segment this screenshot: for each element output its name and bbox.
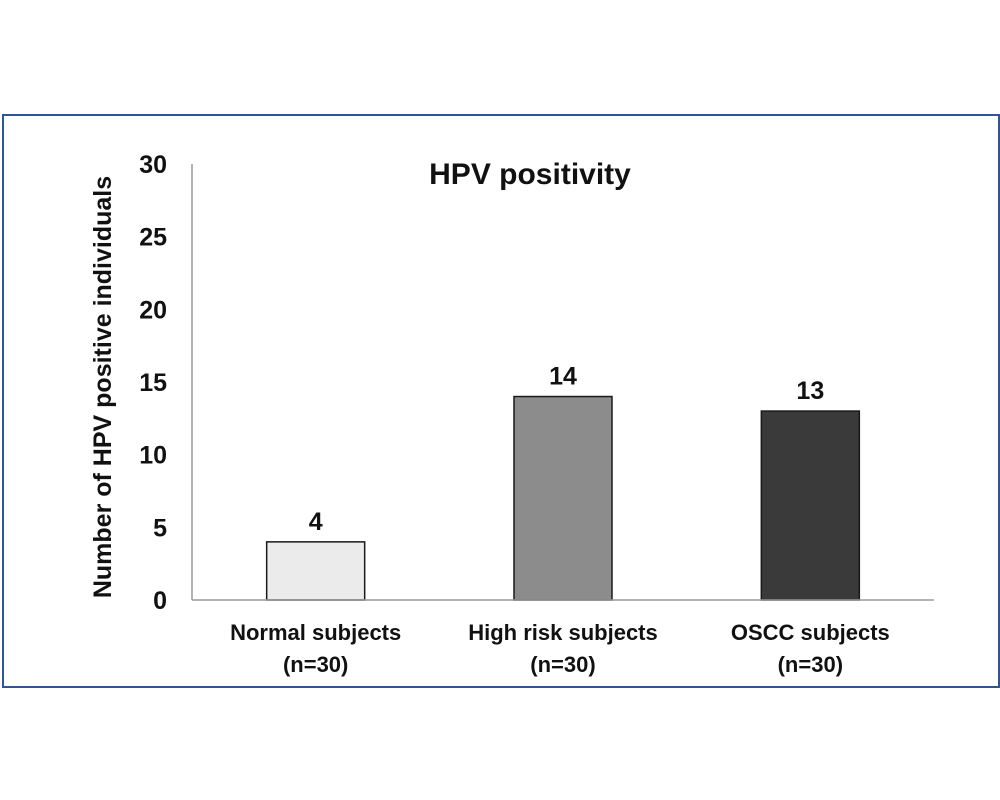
- y-tick-label: 15: [139, 369, 167, 397]
- y-tick-label: 20: [139, 296, 167, 324]
- bar: [760, 410, 861, 601]
- bar-value-labels: 4 14 13: [309, 363, 825, 536]
- y-axis-label: Number of HPV positive individuals: [89, 176, 117, 598]
- bars: [265, 395, 861, 601]
- x-tick-label: High risk subjects: [468, 620, 658, 645]
- bar-value-label: 4: [309, 508, 323, 536]
- bar: [265, 541, 366, 601]
- bar-chart: HPV positivity Number of HPV positive in…: [89, 151, 934, 677]
- bar-value-label: 13: [796, 377, 824, 405]
- y-tick-label: 10: [139, 442, 167, 470]
- y-tick-label: 25: [139, 224, 167, 252]
- bar-value-label: 14: [549, 363, 577, 391]
- chart-title: HPV positivity: [429, 158, 631, 191]
- chart-frame: HPV positivity Number of HPV positive in…: [2, 114, 1000, 688]
- y-axis-ticks: 0 5 10 15 20 25 30: [139, 151, 167, 615]
- x-axis-labels: Normal subjects (n=30) High risk subjects (…: [230, 620, 890, 677]
- y-tick-label: 30: [139, 151, 167, 179]
- y-tick-label: 5: [153, 514, 167, 542]
- x-tick-sublabel: (n=30): [283, 652, 348, 677]
- x-tick-sublabel: (n=30): [778, 652, 843, 677]
- x-tick-label: OSCC subjects: [731, 620, 890, 645]
- y-tick-label: 0: [153, 587, 167, 615]
- x-tick-sublabel: (n=30): [530, 652, 595, 677]
- x-tick-label: Normal subjects: [230, 620, 401, 645]
- bar: [513, 395, 613, 601]
